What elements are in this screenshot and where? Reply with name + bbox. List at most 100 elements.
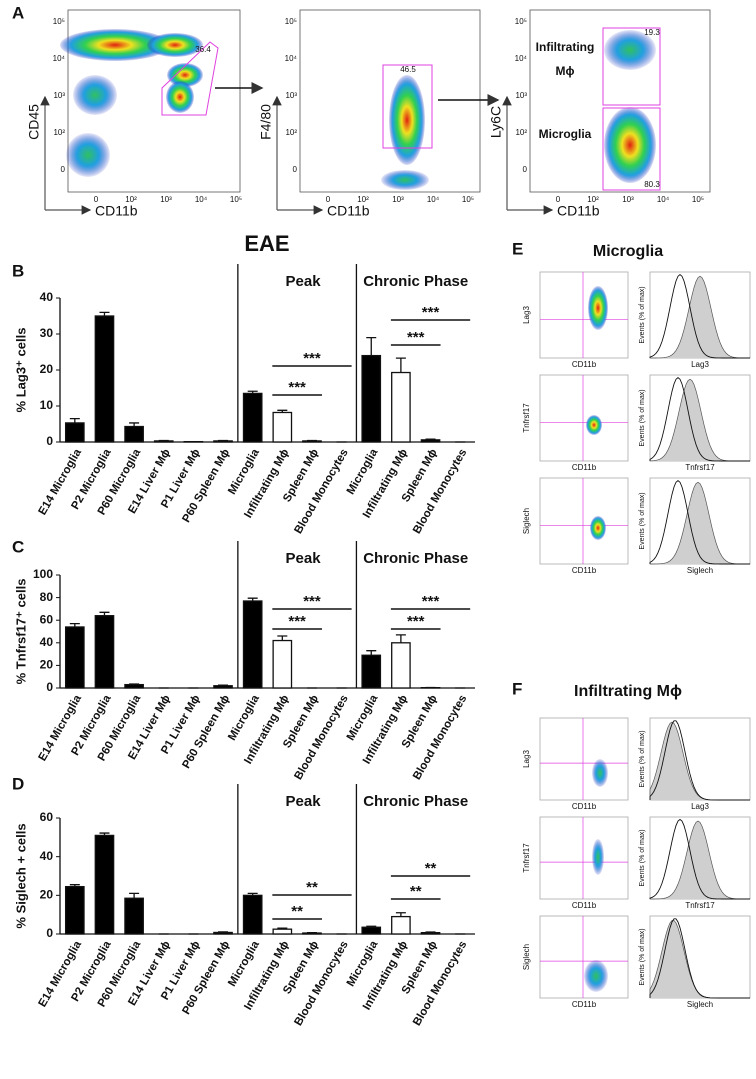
y-axis-label: Events (% of max) (639, 492, 646, 549)
error-bar (69, 884, 80, 887)
bar (361, 354, 382, 443)
y-axis-label: Tnfrsf17 (522, 403, 531, 433)
y-tick-label: 30 (40, 326, 54, 340)
panel-letter: F (512, 679, 522, 698)
error-bar (395, 634, 406, 643)
panel-title: Infiltrating Mϕ (574, 683, 682, 700)
x-axis-label: CD11b (572, 566, 597, 575)
density-blob (166, 81, 194, 113)
density-blob (167, 63, 203, 87)
group-label: Chronic Phase (363, 550, 468, 567)
significance-label: *** (422, 593, 440, 610)
y-tick-label: 10⁵ (53, 17, 65, 26)
bar (272, 928, 293, 935)
y-tick-label: 10² (515, 128, 527, 137)
x-tick-label: 10³ (160, 195, 172, 204)
error-bar (99, 611, 110, 616)
error-bar (395, 912, 406, 917)
x-axis-label: CD11b (572, 802, 597, 811)
bar (391, 371, 411, 443)
gate (382, 64, 433, 149)
panel-letter: C (12, 537, 24, 556)
bar (64, 626, 85, 689)
bar (242, 392, 263, 443)
x-tick-label: Blood Monocytes (293, 939, 351, 1028)
bar (420, 931, 441, 935)
gate (602, 27, 661, 106)
density-blob (73, 75, 117, 115)
y-axis-label: Tnfrsf17 (522, 843, 531, 873)
y-tick-label: 0 (293, 165, 298, 174)
error-bar (366, 925, 377, 928)
x-axis-label: Lag3 (691, 802, 709, 811)
histogram-line (649, 376, 750, 462)
dot-plot-frame (539, 915, 629, 999)
x-axis-label: Tnfrsf17 (685, 901, 715, 910)
y-axis-label: Ly6C (488, 106, 504, 138)
y-tick-label: 10² (53, 128, 65, 137)
y-axis-label: Events (% of max) (639, 389, 646, 446)
y-tick-label: 60 (40, 612, 54, 626)
error-bar (247, 892, 258, 896)
y-axis-label: % Lag3⁺ cells (13, 328, 28, 413)
error-bar (425, 931, 436, 933)
density-blob (588, 286, 608, 330)
error-bar (247, 390, 258, 394)
bar (391, 642, 411, 689)
bar (272, 411, 293, 443)
y-axis-label: Lag3 (522, 750, 531, 768)
bar (94, 615, 115, 689)
histogram-line (649, 273, 750, 359)
x-tick-label: 10⁵ (462, 195, 474, 204)
histogram-line (649, 818, 750, 900)
y-tick-label: 10⁵ (515, 17, 527, 26)
plot-frame (67, 9, 241, 193)
error-bar (366, 650, 377, 656)
gate (161, 41, 219, 116)
bar (391, 915, 411, 935)
bar (361, 654, 382, 689)
y-axis-label: Siglech (522, 944, 531, 970)
y-axis-label: Events (% of max) (639, 286, 646, 343)
group-label: Chronic Phase (363, 793, 468, 810)
y-axis-label: F4/80 (258, 104, 274, 140)
error-bar (218, 684, 229, 686)
population-label: Infiltrating (536, 40, 595, 54)
error-bar (99, 311, 110, 316)
y-tick-label: 40 (40, 849, 54, 863)
plot-frame (299, 9, 481, 193)
x-tick-label: 0 (326, 195, 331, 204)
x-axis-label: Tnfrsf17 (685, 463, 715, 472)
bar (64, 422, 85, 443)
density-blob (66, 133, 110, 177)
bar (124, 683, 144, 689)
y-tick-label: 10³ (53, 91, 65, 100)
y-tick-label: 10⁴ (53, 54, 66, 63)
dot-plot-frame (539, 271, 629, 359)
group-label: Peak (286, 273, 322, 290)
bar (213, 685, 233, 689)
x-tick-label: Blood Monocytes (293, 447, 351, 536)
density-blob (584, 960, 608, 992)
error-bar (129, 892, 140, 899)
y-axis-label: Events (% of max) (639, 730, 646, 787)
bar (242, 894, 263, 935)
gate-label: 36.4 (195, 45, 211, 54)
x-axis-label: CD11b (327, 203, 370, 219)
y-tick-label: 0 (46, 680, 53, 694)
x-tick-label: 10⁴ (195, 195, 208, 204)
x-tick-label: Blood Monocytes (411, 693, 469, 782)
error-bar (69, 417, 80, 423)
y-tick-label: 10³ (285, 91, 297, 100)
gate-label: 80.3 (644, 180, 660, 189)
y-tick-label: 40 (40, 635, 54, 649)
panel-letter: B (12, 261, 24, 280)
y-tick-label: 0 (523, 165, 528, 174)
density-blob (592, 839, 604, 875)
y-axis-label: Siglech (522, 508, 531, 534)
panel-letter: D (12, 774, 24, 793)
x-axis-label: CD11b (572, 901, 597, 910)
y-tick-label: 20 (40, 888, 54, 902)
error-bar (218, 931, 229, 933)
